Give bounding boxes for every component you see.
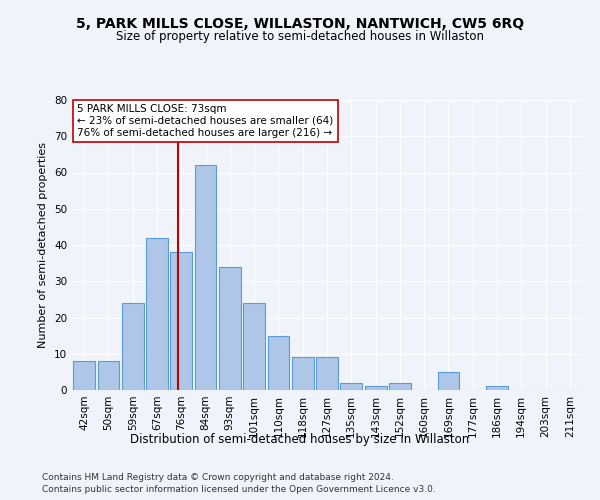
Text: 5 PARK MILLS CLOSE: 73sqm
← 23% of semi-detached houses are smaller (64)
76% of : 5 PARK MILLS CLOSE: 73sqm ← 23% of semi-… (77, 104, 334, 138)
Bar (486, 386, 508, 390)
Text: 5, PARK MILLS CLOSE, WILLASTON, NANTWICH, CW5 6RQ: 5, PARK MILLS CLOSE, WILLASTON, NANTWICH… (76, 18, 524, 32)
Bar (292, 358, 314, 390)
Bar (365, 386, 386, 390)
Bar (316, 358, 338, 390)
Bar (194, 165, 217, 390)
Bar (243, 303, 265, 390)
Bar (219, 267, 241, 390)
Text: Contains HM Land Registry data © Crown copyright and database right 2024.: Contains HM Land Registry data © Crown c… (42, 472, 394, 482)
Bar (340, 383, 362, 390)
Y-axis label: Number of semi-detached properties: Number of semi-detached properties (38, 142, 49, 348)
Bar (389, 383, 411, 390)
Bar (146, 238, 168, 390)
Bar (97, 361, 119, 390)
Text: Distribution of semi-detached houses by size in Willaston: Distribution of semi-detached houses by … (130, 432, 470, 446)
Text: Size of property relative to semi-detached houses in Willaston: Size of property relative to semi-detach… (116, 30, 484, 43)
Bar (170, 252, 192, 390)
Bar (268, 336, 289, 390)
Text: Contains public sector information licensed under the Open Government Licence v3: Contains public sector information licen… (42, 485, 436, 494)
Bar (437, 372, 460, 390)
Bar (122, 303, 143, 390)
Bar (73, 361, 95, 390)
